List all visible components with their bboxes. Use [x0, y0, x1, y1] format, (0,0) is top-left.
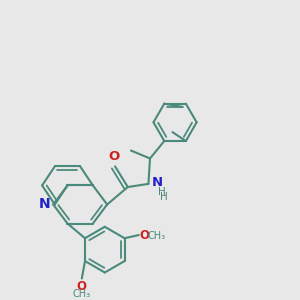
Text: N: N	[39, 197, 51, 212]
Text: H: H	[158, 187, 166, 197]
Text: O: O	[77, 280, 87, 293]
Text: CH₃: CH₃	[73, 289, 91, 299]
Text: CH₃: CH₃	[148, 231, 166, 241]
Text: O: O	[108, 150, 119, 163]
Text: H: H	[160, 192, 168, 202]
Text: O: O	[140, 229, 149, 242]
Text: N: N	[152, 176, 163, 189]
